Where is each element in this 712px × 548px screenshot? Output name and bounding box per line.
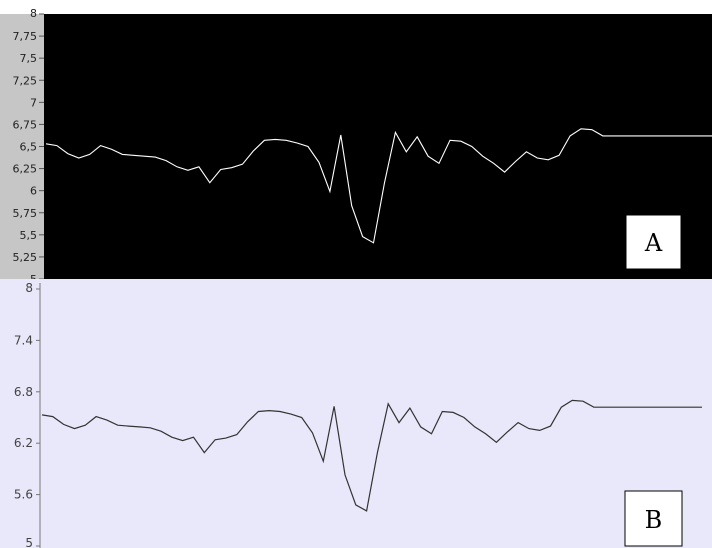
panel-a-axis-strip: [0, 14, 44, 279]
y-tick-label: 7,75: [13, 30, 38, 43]
y-tick-label: 6.2: [14, 436, 33, 450]
y-tick-label: 6: [30, 185, 37, 198]
y-tick-label: 7.4: [14, 333, 33, 347]
panel-b-label: B: [645, 506, 663, 534]
panel-a-series-line: [45, 128, 712, 244]
panel-b-y-axis: 8 7.4 6.8 6.2 5.6 5: [14, 281, 40, 548]
panel-b-label-box: B: [624, 490, 683, 547]
y-tick-label: 5,25: [13, 251, 38, 264]
y-tick-label: 7: [30, 96, 37, 109]
panel-b: 8 7.4 6.8 6.2 5.6 5 B: [0, 279, 712, 548]
y-tick-label: 8: [25, 281, 33, 295]
y-tick-label: 6,25: [13, 163, 38, 176]
y-tick-label: 6,75: [13, 118, 38, 131]
y-tick-label: 7,25: [13, 74, 38, 87]
y-tick-label: 8: [30, 7, 37, 20]
panel-a-label: A: [644, 229, 663, 257]
y-tick-label: 5: [25, 536, 33, 548]
y-tick-label: 5,5: [20, 229, 38, 242]
panel-a-label-box: A: [625, 214, 682, 270]
y-tick-label: 5,75: [13, 207, 38, 220]
y-tick-label: 6.8: [14, 385, 33, 399]
panel-a-plot-area: [44, 14, 712, 279]
panel-b-background: [0, 279, 712, 548]
y-tick-label: 5.6: [14, 488, 33, 502]
panel-b-series-line: [41, 399, 702, 512]
y-tick-label: 7,5: [20, 52, 38, 65]
y-tick-label: 6,5: [20, 141, 38, 154]
